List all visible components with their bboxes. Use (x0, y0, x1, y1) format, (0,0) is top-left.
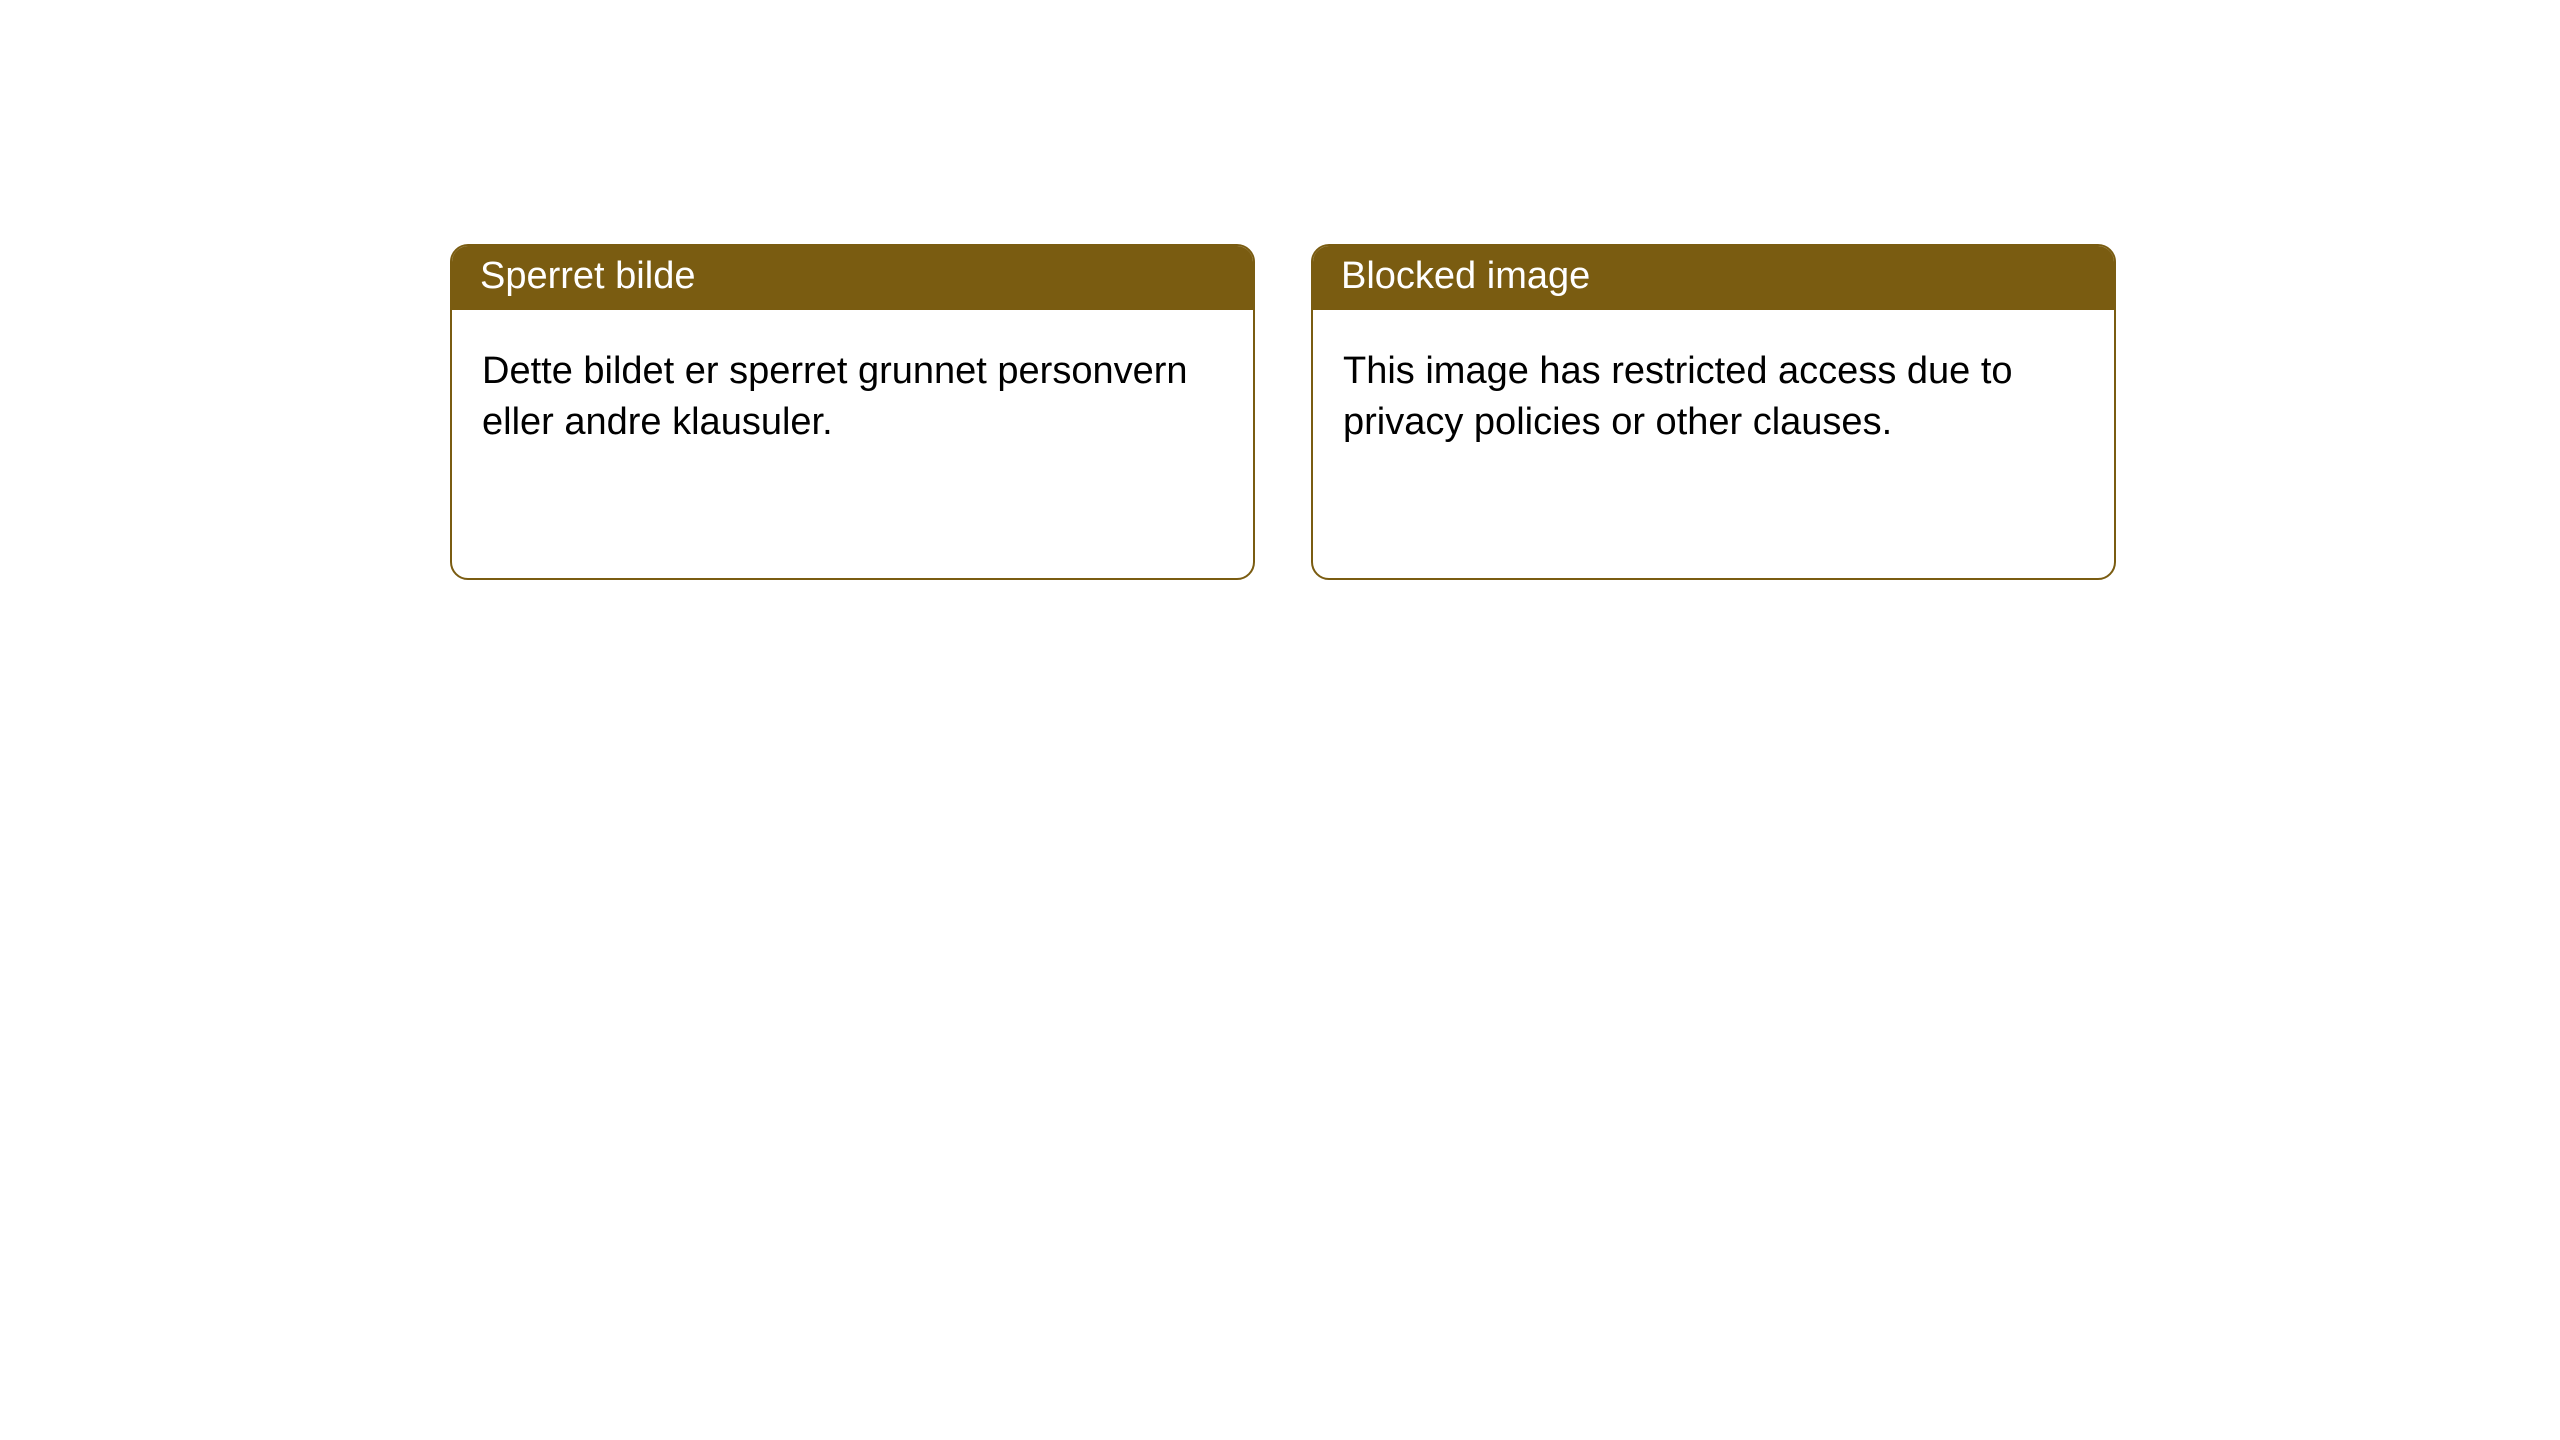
notice-card-norwegian: Sperret bilde Dette bildet er sperret gr… (450, 244, 1255, 580)
card-body-text: This image has restricted access due to … (1313, 310, 2114, 469)
notice-card-english: Blocked image This image has restricted … (1311, 244, 2116, 580)
notice-card-row: Sperret bilde Dette bildet er sperret gr… (0, 0, 2560, 580)
card-title: Blocked image (1313, 246, 2114, 310)
card-title: Sperret bilde (452, 246, 1253, 310)
card-body-text: Dette bildet er sperret grunnet personve… (452, 310, 1253, 469)
